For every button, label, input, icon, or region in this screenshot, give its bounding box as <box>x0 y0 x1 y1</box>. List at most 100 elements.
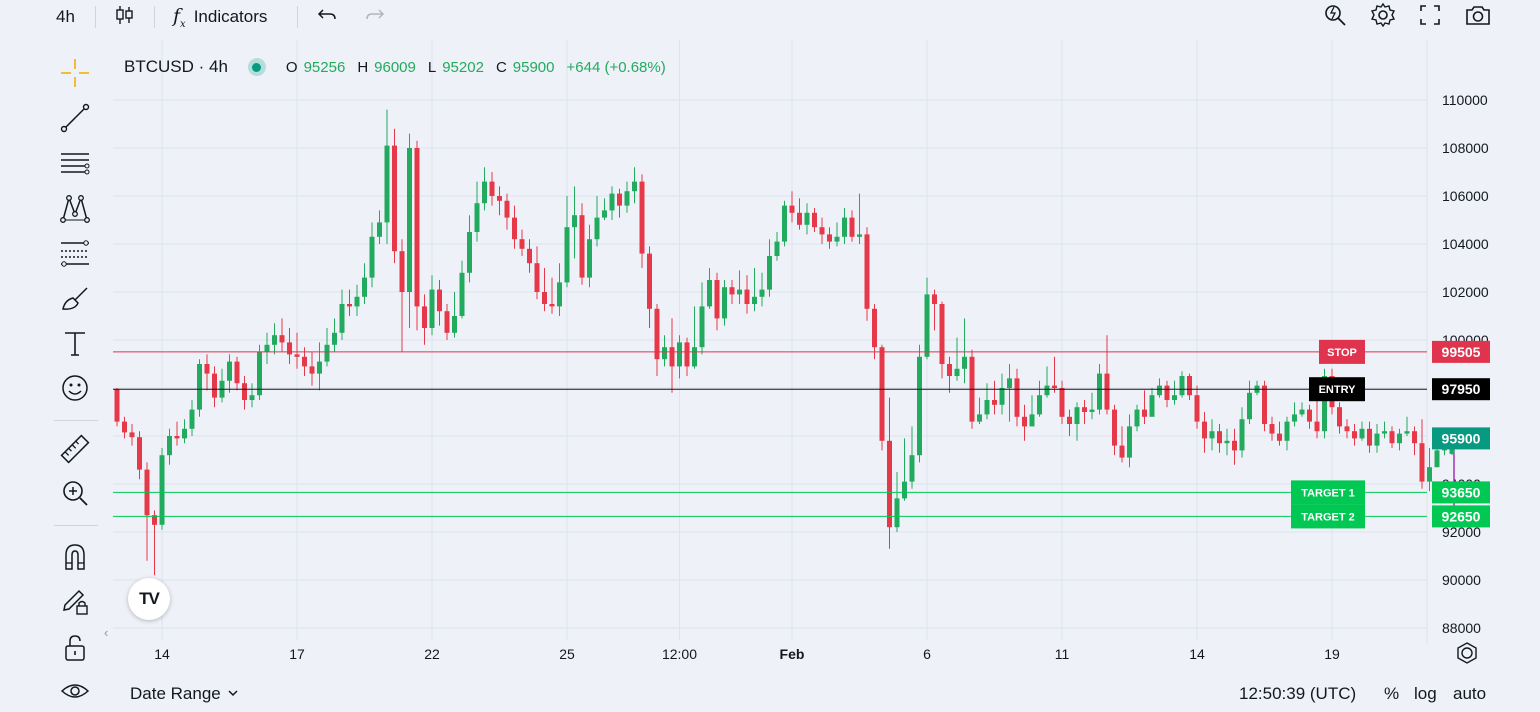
candle-body[interactable] <box>204 364 210 374</box>
candle-body[interactable] <box>407 148 412 292</box>
candle-body[interactable] <box>992 400 997 405</box>
auto-scale-toggle[interactable]: auto <box>1453 683 1487 703</box>
candle-body[interactable] <box>572 215 577 228</box>
candle-body[interactable] <box>1127 426 1132 458</box>
candle-body[interactable] <box>632 181 637 192</box>
candle-body[interactable] <box>1359 428 1365 439</box>
candle-body[interactable] <box>1089 409 1095 412</box>
candle-body[interactable] <box>279 335 285 343</box>
candle-body[interactable] <box>324 344 330 362</box>
emoji-tool[interactable] <box>56 371 94 409</box>
candle-body[interactable] <box>789 205 795 213</box>
candle-body[interactable] <box>1112 409 1117 446</box>
candle-body[interactable] <box>152 515 157 525</box>
candle-body[interactable] <box>722 287 727 319</box>
undo-button[interactable] <box>316 0 338 34</box>
interval-button[interactable]: 4h <box>56 0 75 34</box>
candle-body[interactable] <box>527 248 532 264</box>
candle-body[interactable] <box>639 181 645 254</box>
candle-body[interactable] <box>242 383 247 400</box>
candle-body[interactable] <box>924 294 930 357</box>
candle-body[interactable] <box>504 200 510 218</box>
candle-body[interactable] <box>879 347 885 441</box>
candle-body[interactable] <box>122 421 127 433</box>
utc-clock[interactable]: 12:50:39 (UTC) <box>1239 683 1357 703</box>
zoom-in-tool[interactable] <box>56 476 94 514</box>
axis-settings-icon[interactable] <box>1457 642 1477 664</box>
candle-body[interactable] <box>647 253 652 309</box>
candle-body[interactable] <box>1194 395 1200 422</box>
candle-body[interactable] <box>602 210 607 218</box>
candle-body[interactable] <box>894 498 900 528</box>
candle-body[interactable] <box>1232 440 1237 451</box>
fullscreen-button[interactable] <box>1418 0 1442 34</box>
candle-body[interactable] <box>1239 419 1245 451</box>
candle-body[interactable] <box>1344 426 1350 432</box>
candle-body[interactable] <box>1397 433 1402 444</box>
candle-body[interactable] <box>1419 443 1425 482</box>
candle-body[interactable] <box>1427 467 1432 482</box>
candle-body[interactable] <box>714 280 720 319</box>
log-scale-toggle[interactable]: log <box>1414 683 1437 703</box>
candle-body[interactable] <box>1052 385 1057 388</box>
candle-body[interactable] <box>1314 421 1320 432</box>
candle-body[interactable] <box>1389 431 1395 444</box>
candle-body[interactable] <box>684 342 690 367</box>
horizontal-lines-tool[interactable] <box>56 146 94 184</box>
candle-body[interactable] <box>437 289 442 312</box>
candle-body[interactable] <box>557 282 562 307</box>
candle-body[interactable] <box>1299 409 1305 415</box>
candle-body[interactable] <box>1179 376 1185 396</box>
candle-body[interactable] <box>842 217 847 237</box>
candle-body[interactable] <box>932 294 937 304</box>
candle-body[interactable] <box>1322 376 1327 432</box>
candle-body[interactable] <box>197 364 202 410</box>
settings-button[interactable] <box>1370 0 1396 34</box>
candle-body[interactable] <box>819 227 825 235</box>
candle-body[interactable] <box>902 481 907 499</box>
candle-body[interactable] <box>729 287 735 295</box>
candle-body[interactable] <box>167 436 172 456</box>
candle-body[interactable] <box>129 432 135 438</box>
candle-body[interactable] <box>234 361 240 384</box>
candle-body[interactable] <box>459 272 465 316</box>
candle-body[interactable] <box>962 356 967 369</box>
candle-body[interactable] <box>339 304 345 333</box>
lock-drawings-tool[interactable] <box>56 584 94 622</box>
date-range-button[interactable]: Date Range <box>130 676 239 711</box>
candle-body[interactable] <box>744 289 750 304</box>
candle-body[interactable] <box>654 308 660 360</box>
candle-body[interactable] <box>1202 421 1207 439</box>
brush-tool[interactable] <box>56 281 94 319</box>
candle-body[interactable] <box>1382 431 1387 434</box>
candle-body[interactable] <box>264 344 270 352</box>
candle-body[interactable] <box>354 296 360 307</box>
candle-body[interactable] <box>1007 378 1012 388</box>
candle-body[interactable] <box>872 308 877 348</box>
candle-body[interactable] <box>287 342 292 355</box>
candle-body[interactable] <box>399 251 405 292</box>
scroll-left-icon[interactable]: ‹ <box>104 625 109 640</box>
candle-body[interactable] <box>594 217 600 240</box>
level-tag-target-2[interactable] <box>1291 504 1365 529</box>
candle-body[interactable] <box>669 347 675 367</box>
candle-body[interactable] <box>804 212 810 225</box>
candle-body[interactable] <box>512 217 517 240</box>
candle-body[interactable] <box>834 236 840 242</box>
candle-body[interactable] <box>182 428 187 439</box>
candle-body[interactable] <box>542 292 547 304</box>
candle-body[interactable] <box>1059 388 1065 417</box>
candle-body[interactable] <box>797 212 802 225</box>
candle-body[interactable] <box>294 354 300 357</box>
candle-body[interactable] <box>1269 424 1275 434</box>
candle-body[interactable] <box>699 306 705 348</box>
candle-body[interactable] <box>1157 385 1162 396</box>
candle-body[interactable] <box>482 181 487 204</box>
quick-search-button[interactable] <box>1322 0 1348 34</box>
candle-body[interactable] <box>1149 395 1155 417</box>
text-tool[interactable] <box>56 326 94 364</box>
candle-body[interactable] <box>497 196 502 201</box>
candle-body[interactable] <box>737 289 742 295</box>
candle-body[interactable] <box>954 368 960 376</box>
candle-body[interactable] <box>1367 428 1372 446</box>
